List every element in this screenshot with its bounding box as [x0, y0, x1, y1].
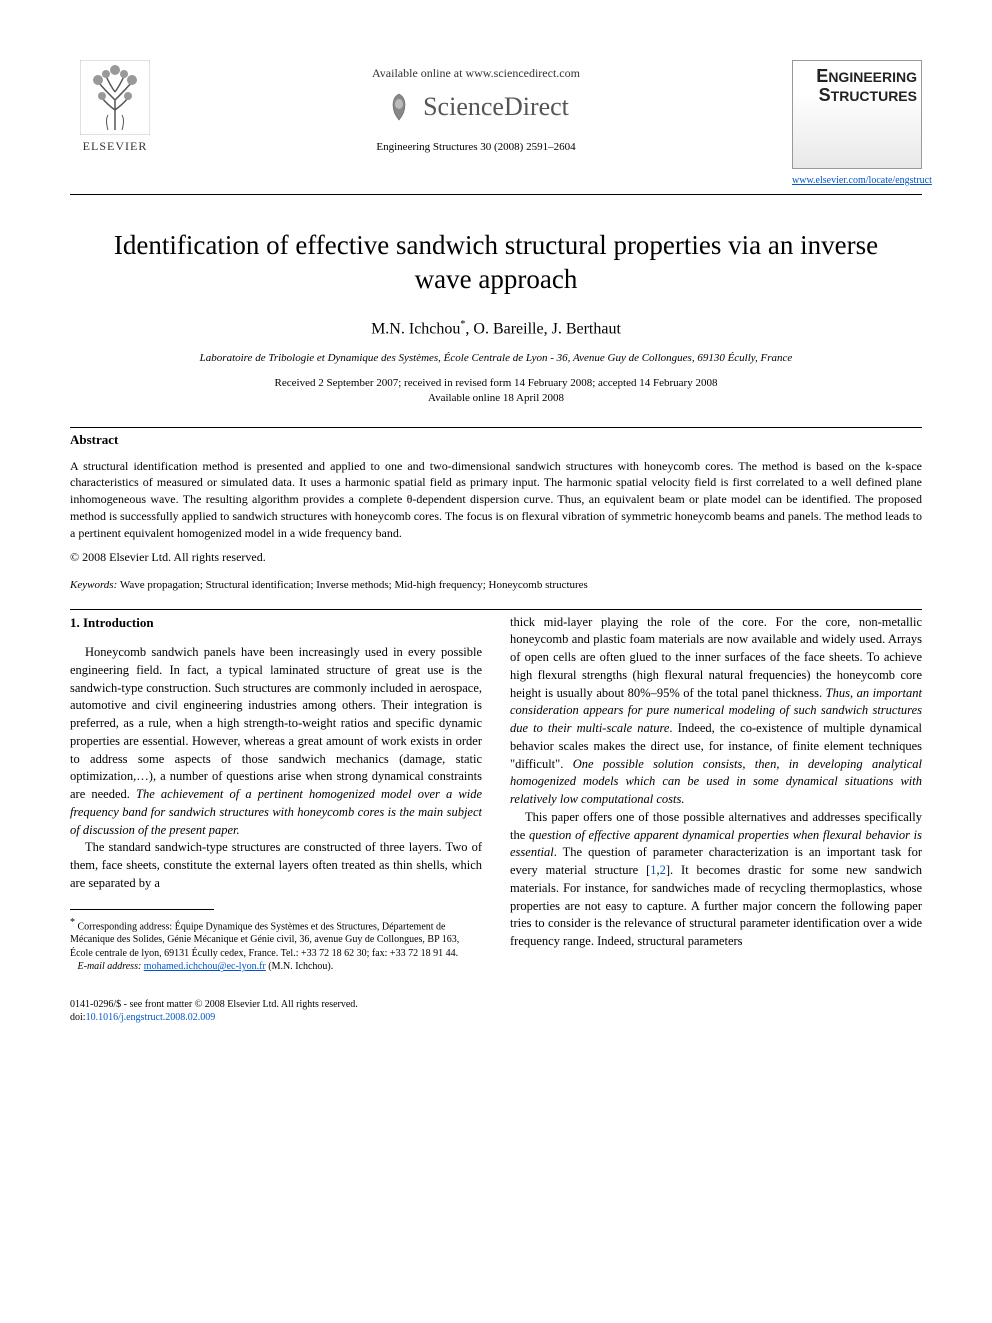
authors-line: M.N. Ichchou*, O. Bareille, J. Berthaut	[70, 319, 922, 338]
email-footnote: E-mail address: mohamed.ichchou@ec-lyon.…	[70, 960, 482, 974]
cover-line1-initial: E	[816, 66, 828, 86]
keywords-label: Keywords:	[70, 579, 117, 591]
footnote-corr-text: Corresponding address: Équipe Dynamique …	[70, 921, 459, 959]
abstract-rule-bottom	[70, 609, 922, 610]
intro-p1-text: Honeycomb sandwich panels have been incr…	[70, 645, 482, 801]
keywords-text: Wave propagation; Structural identificat…	[117, 579, 588, 591]
center-header: Available online at www.sciencedirect.co…	[160, 60, 792, 153]
doi-label: doi:	[70, 1012, 86, 1023]
r1-d: One possible solution consists, then, in…	[510, 757, 922, 807]
author-1: M.N. Ichchou	[371, 320, 460, 337]
abstract-rule-top	[70, 427, 922, 428]
journal-reference: Engineering Structures 30 (2008) 2591–26…	[160, 141, 792, 153]
email-who: (M.N. Ichchou).	[266, 961, 333, 972]
available-online-text: Available online at www.sciencedirect.co…	[160, 66, 792, 81]
affiliation: Laboratoire de Tribologie et Dynamique d…	[70, 352, 922, 364]
elsevier-label: ELSEVIER	[70, 139, 160, 154]
email-label: E-mail address:	[78, 961, 142, 972]
left-column: 1. Introduction Honeycomb sandwich panel…	[70, 614, 482, 974]
footnote-separator	[70, 909, 214, 910]
intro-para-2: The standard sandwich-type structures ar…	[70, 839, 482, 892]
elsevier-logo-block: ELSEVIER	[70, 60, 160, 154]
header-row: ELSEVIER Available online at www.science…	[70, 60, 922, 186]
abstract-text: A structural identification method is pr…	[70, 458, 922, 542]
corresponding-footnote: * Corresponding address: Équipe Dynamiqu…	[70, 916, 482, 961]
footnote-marker: *	[70, 917, 75, 928]
section-1-heading: 1. Introduction	[70, 614, 482, 632]
right-column: thick mid-layer playing the role of the …	[510, 614, 922, 974]
doi-link[interactable]: 10.1016/j.engstruct.2008.02.009	[86, 1012, 216, 1023]
intro-para-3: This paper offers one of those possible …	[510, 809, 922, 951]
cover-line2-initial: S	[819, 85, 831, 105]
journal-cover-image: ENGINEERING STRUCTURES	[792, 60, 922, 169]
cover-line2: TRUCTURES	[831, 88, 917, 104]
footer-bar: 0141-0296/$ - see front matter © 2008 El…	[70, 998, 922, 1025]
intro-para-1-cont: thick mid-layer playing the role of the …	[510, 614, 922, 809]
intro-para-1: Honeycomb sandwich panels have been incr…	[70, 644, 482, 839]
dates-line2: Available online 18 April 2008	[428, 392, 564, 404]
sciencedirect-icon	[383, 91, 415, 123]
elsevier-tree-icon	[80, 60, 150, 135]
article-title: Identification of effective sandwich str…	[110, 229, 882, 297]
dates-line1: Received 2 September 2007; received in r…	[275, 377, 718, 389]
email-link[interactable]: mohamed.ichchou@ec-lyon.fr	[144, 961, 266, 972]
body-columns: 1. Introduction Honeycomb sandwich panel…	[70, 614, 922, 974]
authors-rest: , O. Bareille, J. Berthaut	[465, 320, 621, 337]
journal-homepage-link[interactable]: www.elsevier.com/locate/engstruct	[792, 175, 922, 186]
journal-cover-block: ENGINEERING STRUCTURES www.elsevier.com/…	[792, 60, 922, 186]
cover-line1: NGINEERING	[828, 69, 917, 85]
abstract-body: A structural identification method is pr…	[70, 459, 922, 540]
page-container: ELSEVIER Available online at www.science…	[0, 0, 992, 1075]
abstract-heading: Abstract	[70, 432, 922, 448]
article-dates: Received 2 September 2007; received in r…	[70, 376, 922, 407]
keywords-line: Keywords: Wave propagation; Structural i…	[70, 579, 922, 591]
sciencedirect-logo: ScienceDirect	[160, 91, 792, 123]
copyright-line: © 2008 Elsevier Ltd. All rights reserved…	[70, 550, 922, 565]
sciencedirect-label: ScienceDirect	[423, 92, 569, 122]
issn-line: 0141-0296/$ - see front matter © 2008 El…	[70, 999, 358, 1010]
header-rule	[70, 194, 922, 195]
